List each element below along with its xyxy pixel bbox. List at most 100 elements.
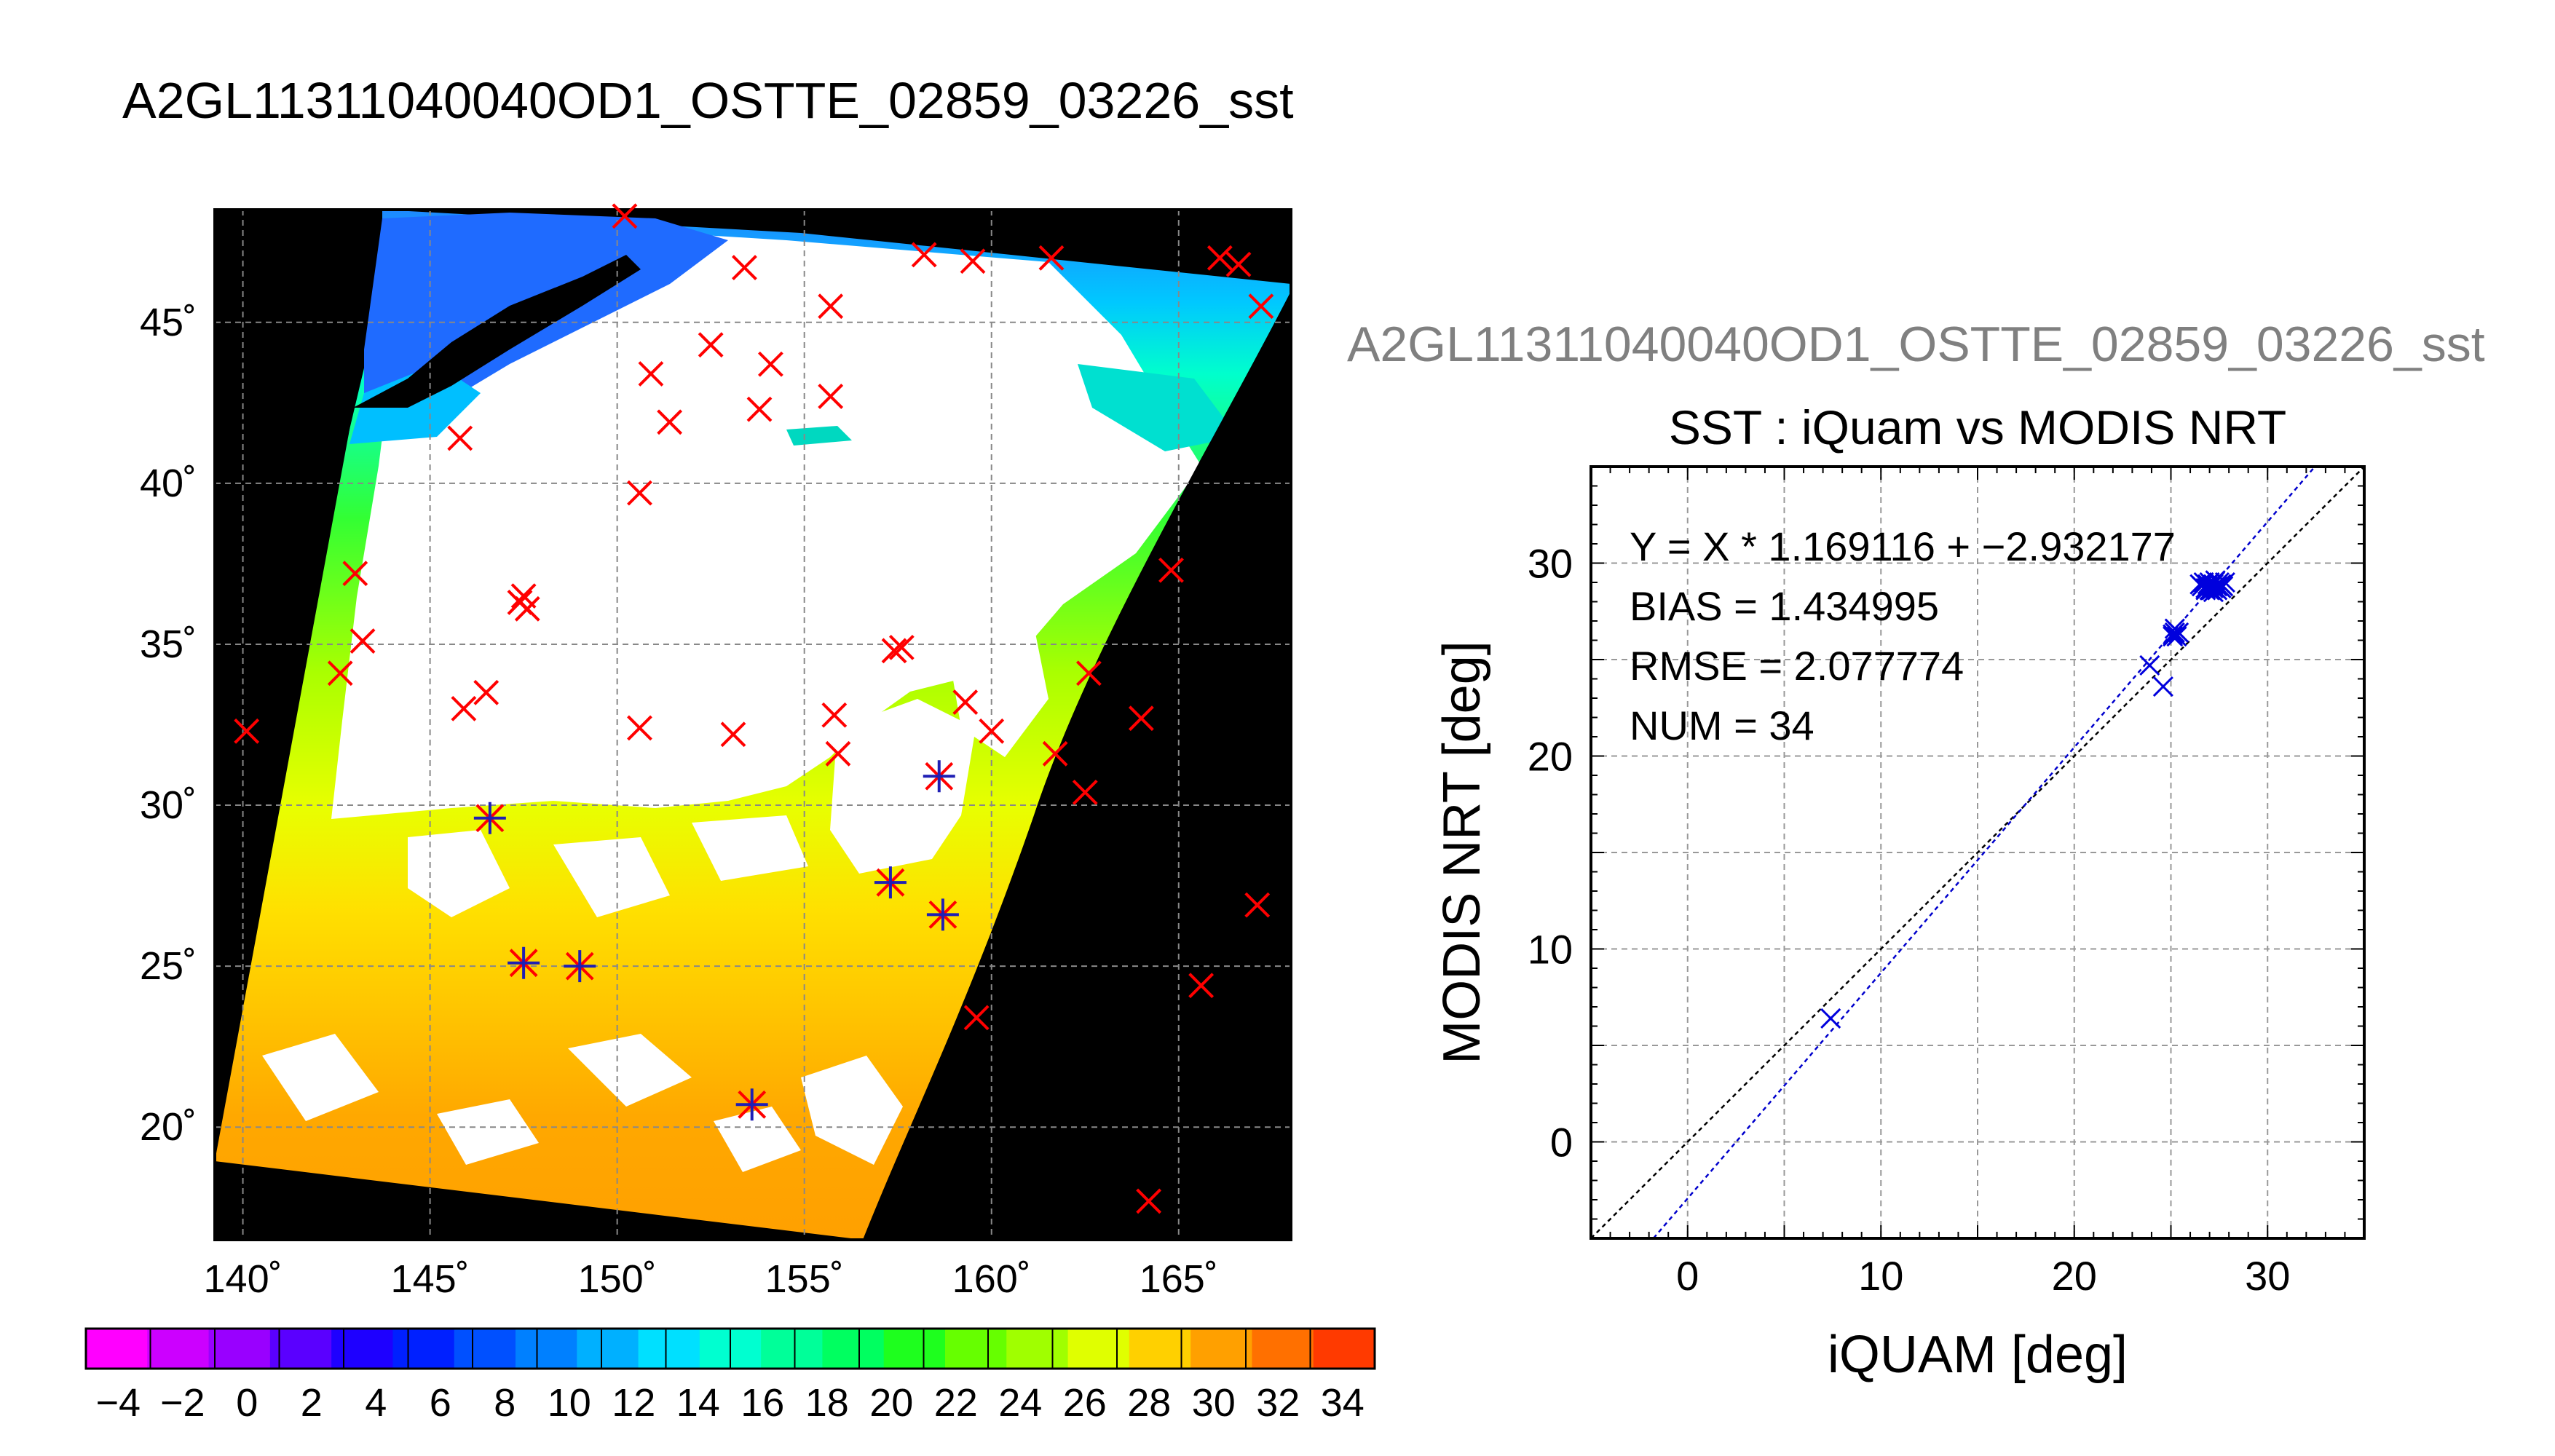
matched-buoy-marker [508, 946, 540, 979]
colorbar-tick-label: 18 [805, 1381, 849, 1425]
colorbar: −4 −2 0 2 4 6 8 10 12 14 16 18 20 22 24 26 28 30 32 34 [84, 1327, 1376, 1425]
buoy-marker [888, 634, 915, 660]
stats-bias: BIAS = 1.434995 [1630, 583, 1939, 629]
buoy-marker [1136, 1188, 1162, 1214]
buoy-marker [657, 409, 683, 435]
colorbar-segment [331, 1329, 393, 1369]
colorbar-segment [1313, 1329, 1375, 1369]
scatter-point [2168, 622, 2189, 643]
buoy-marker [963, 1005, 990, 1031]
y-tick-labels: 0 10 20 30 [1528, 541, 1573, 1166]
main-title: A2GL11311040040OD1_OSTTE_02859_03226_sst [122, 72, 1294, 129]
y-tick-label: 0 [1550, 1120, 1573, 1166]
colorbar-segment [454, 1329, 516, 1369]
colorbar-tick-label: 6 [430, 1381, 451, 1425]
colorbar-tick-label: 20 [869, 1381, 913, 1425]
scatter-point [2152, 676, 2173, 697]
scatter-point [2163, 626, 2184, 647]
colorbar-tick-label: 22 [934, 1381, 978, 1425]
stats-num: NUM = 34 [1630, 703, 1814, 748]
matched-buoy-marker [564, 950, 596, 983]
buoy-marker [881, 638, 907, 664]
buoy-marker [514, 596, 540, 622]
map-panel: 140˚ 145˚ 150˚ 155˚ 160˚ 165˚ 20˚ 25˚ 30˚ 35˚ 40˚… [140, 203, 1292, 1301]
colorbar-segment [1067, 1329, 1130, 1369]
stats-text: Y = X * 1.169116 + −2.932177 BIAS = 1.43… [1630, 523, 2176, 748]
buoy-marker [1188, 973, 1215, 999]
colorbar-tick-label: 10 [548, 1381, 591, 1425]
lat-tick-label: 25˚ [140, 944, 197, 988]
scatter-panel: 0 10 20 30 0 10 20 30 Y = X * 1.169116 + −2.93… [1433, 465, 2366, 1384]
y-axis-label: MODIS NRT [deg] [1433, 641, 1491, 1064]
colorbar-tick-label: −2 [160, 1381, 205, 1425]
land [353, 255, 641, 408]
colorbar-tick-label: 34 [1321, 1381, 1365, 1425]
stats-fit-equation: Y = X * 1.169116 + −2.932177 [1630, 523, 2176, 569]
buoy-marker [825, 740, 851, 767]
y-tick-label: 10 [1528, 927, 1573, 973]
colorbar-segment [883, 1329, 946, 1369]
buoy-marker [732, 255, 757, 281]
buoy-marker [627, 715, 652, 741]
colorbar-tick-label: 32 [1256, 1381, 1300, 1425]
x-tick-labels: 0 10 20 30 [1676, 1253, 2290, 1299]
lon-tick-label: 150˚ [578, 1257, 657, 1301]
lat-tick-label: 40˚ [140, 462, 197, 505]
buoy-marker [720, 721, 746, 748]
buoy-marker [1075, 660, 1102, 687]
buoy-marker [1207, 245, 1233, 271]
colorbar-tick-label: 8 [494, 1381, 516, 1425]
buoy-marker [1225, 251, 1252, 277]
buoy-marker [1038, 245, 1065, 271]
buoy-marker [1158, 557, 1184, 583]
colorbar-tick-label: 28 [1127, 1381, 1171, 1425]
buoy-marker [818, 293, 844, 320]
map-frame [213, 208, 1292, 1241]
colorbar-segment [1252, 1329, 1314, 1369]
y-tick-label: 30 [1528, 541, 1573, 587]
buoy-marker [451, 695, 477, 721]
scatter-point [1820, 1008, 1841, 1029]
matched-buoy-marker [874, 866, 907, 899]
colorbar-segment [1190, 1329, 1252, 1369]
buoy-marker [1248, 293, 1274, 320]
colorbar-segment [761, 1329, 823, 1369]
scatter-grid [1591, 467, 2364, 1238]
map-markers [234, 203, 1274, 1214]
buoy-marker [234, 718, 260, 744]
one-to-one-line [1591, 467, 2364, 1238]
lon-tick-label: 145˚ [391, 1257, 470, 1301]
lat-tick-label: 35˚ [140, 622, 197, 666]
colorbar-segment [147, 1329, 210, 1369]
lon-tick-labels: 140˚ 145˚ 150˚ 155˚ 160˚ 165˚ [204, 1257, 1218, 1301]
lat-tick-labels: 20˚ 25˚ 30˚ 35˚ 40˚ 45˚ [140, 301, 197, 1149]
lon-tick-label: 155˚ [765, 1257, 844, 1301]
scatter-point [2203, 577, 2224, 599]
colorbar-segment [86, 1329, 148, 1369]
colorbar-tick-label: 24 [998, 1381, 1042, 1425]
matched-buoy-marker [735, 1088, 768, 1121]
colorbar-tick-label: 2 [301, 1381, 323, 1425]
buoy-marker [612, 203, 638, 229]
scatter-point [2164, 622, 2185, 643]
colorbar-segment [945, 1329, 1007, 1369]
matched-buoy-marker [473, 802, 506, 834]
lat-tick-label: 45˚ [140, 301, 197, 344]
colorbar-tick-label: 4 [365, 1381, 387, 1425]
scatter-top-title: A2GL11311040040OD1_OSTTE_02859_03226_sst [1347, 317, 2485, 372]
colorbar-tick-label: 16 [741, 1381, 784, 1425]
buoy-marker [1128, 705, 1154, 732]
y-tick-label: 20 [1528, 734, 1573, 780]
matched-buoy-marker [926, 898, 959, 931]
buoy-marker [447, 425, 473, 451]
colorbar-segment [208, 1329, 271, 1369]
buoy-marker [627, 480, 652, 506]
matched-buoy-marker [923, 760, 955, 793]
colorbar-segment [822, 1329, 885, 1369]
scatter-ticks [1590, 466, 2365, 1239]
regression-line [1652, 467, 2316, 1238]
buoy-marker [1244, 892, 1271, 918]
buoy-marker [746, 396, 773, 422]
colorbar-segment [392, 1329, 455, 1369]
